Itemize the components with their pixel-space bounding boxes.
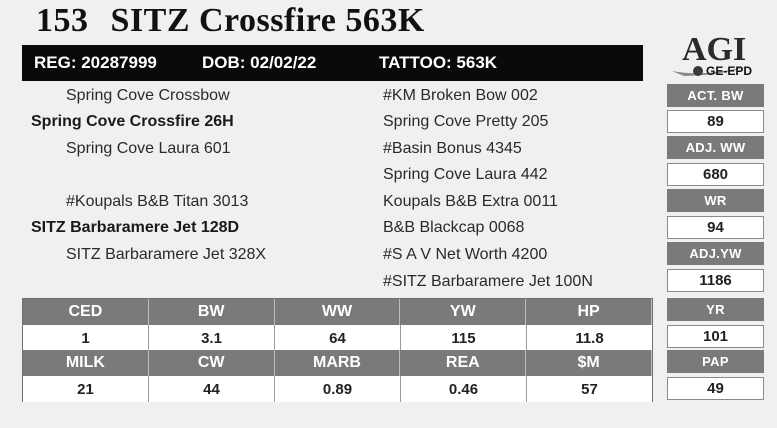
pap-label: PAP	[667, 350, 764, 373]
epd-value-ced: 1	[23, 325, 149, 351]
act-bw-label: ACT. BW	[667, 84, 764, 107]
epd-value-row: 1 3.1 64 115 11.8	[23, 325, 652, 351]
epd-header-row: CED BW WW YW HP	[23, 299, 652, 325]
epd-header-bw: BW	[149, 299, 275, 325]
act-bw-value: 89	[667, 110, 764, 133]
pedigree-g3-6: B&B Blackcap 0068	[383, 219, 525, 236]
epd-value-milk: 21	[23, 376, 149, 402]
epd-header-milk: MILK	[23, 350, 149, 376]
lot-title: 153 SITZ Crossfire 563K	[36, 2, 425, 40]
epd-value-bw: 3.1	[149, 325, 275, 351]
epd-header-row: MILK CW MARB REA $M	[23, 350, 652, 376]
epd-value-hp: 11.8	[575, 329, 604, 347]
logo-subtext: GE-EPD	[706, 64, 752, 78]
pedigree-g3-1: #KM Broken Bow 002	[383, 87, 538, 104]
wr-value: 94	[667, 216, 764, 239]
agi-logo: AGI GE-EPD	[672, 31, 752, 78]
epd-table: CED BW WW YW HP 1 3.1 64 115 11.8 MILK C…	[22, 298, 653, 402]
epd-header-dollar-m: $M	[526, 350, 652, 376]
epd-value-cw: 44	[149, 376, 275, 402]
pap-value: 49	[667, 377, 764, 400]
pedigree-g3-5: Koupals B&B Extra 0011	[383, 193, 558, 210]
pedigree-g3-4: Spring Cove Laura 442	[383, 166, 548, 183]
epd-header-hp: HP	[526, 299, 652, 325]
animal-name: SITZ Crossfire 563K	[110, 2, 425, 39]
registration-number: REG: 20287999	[34, 53, 157, 72]
date-of-birth: DOB: 02/02/22	[202, 53, 317, 72]
pedigree-dam-dam: SITZ Barbaramere Jet 328X	[66, 246, 267, 263]
pedigree-g3-3: #Basin Bonus 4345	[383, 140, 522, 157]
epd-header-cw: CW	[149, 350, 275, 376]
epd-value-marb: 0.89	[275, 376, 401, 402]
adj-ww-label: ADJ. WW	[667, 136, 764, 159]
pedigree-dam: SITZ Barbaramere Jet 128D	[31, 219, 240, 236]
yr-label: YR	[667, 298, 764, 321]
pedigree-g3-7: #S A V Net Worth 4200	[383, 246, 548, 263]
epd-value-rea: 0.46	[401, 376, 527, 402]
epd-header-marb: MARB	[275, 350, 401, 376]
lot-number: 153	[36, 2, 89, 39]
epd-header-ww: WW	[275, 299, 401, 325]
epd-value-dollar-m: 57	[581, 380, 598, 398]
adj-ww-value: 680	[667, 163, 764, 186]
epd-value-yw: 115	[401, 325, 527, 351]
epd-header-ced: CED	[23, 299, 149, 325]
pedigree-dam-sire: #Koupals B&B Titan 3013	[66, 193, 249, 210]
tattoo: TATTOO: 563K	[379, 53, 498, 72]
epd-value-row: 21 44 0.89 0.46 57	[23, 376, 652, 402]
logo-text: AGI	[682, 31, 746, 68]
epd-value-ww: 64	[275, 325, 401, 351]
adj-yw-label: ADJ.YW	[667, 242, 764, 265]
epd-header-rea: REA	[400, 350, 527, 376]
epd-header-yw: YW	[400, 299, 527, 325]
pedigree-sire: Spring Cove Crossfire 26H	[31, 113, 234, 130]
adj-yw-value: 1186	[667, 269, 764, 292]
pedigree-sire-sire: Spring Cove Crossbow	[66, 87, 230, 104]
pedigree-sire-dam: Spring Cove Laura 601	[66, 140, 231, 157]
pedigree-g3-2: Spring Cove Pretty 205	[383, 113, 549, 130]
pedigree-g3-8: #SITZ Barbaramere Jet 100N	[383, 273, 593, 290]
yr-value: 101	[667, 325, 764, 348]
id-bar: REG: 20287999 DOB: 02/02/22 TATTOO: 563K	[22, 45, 643, 81]
wr-label: WR	[667, 189, 764, 212]
